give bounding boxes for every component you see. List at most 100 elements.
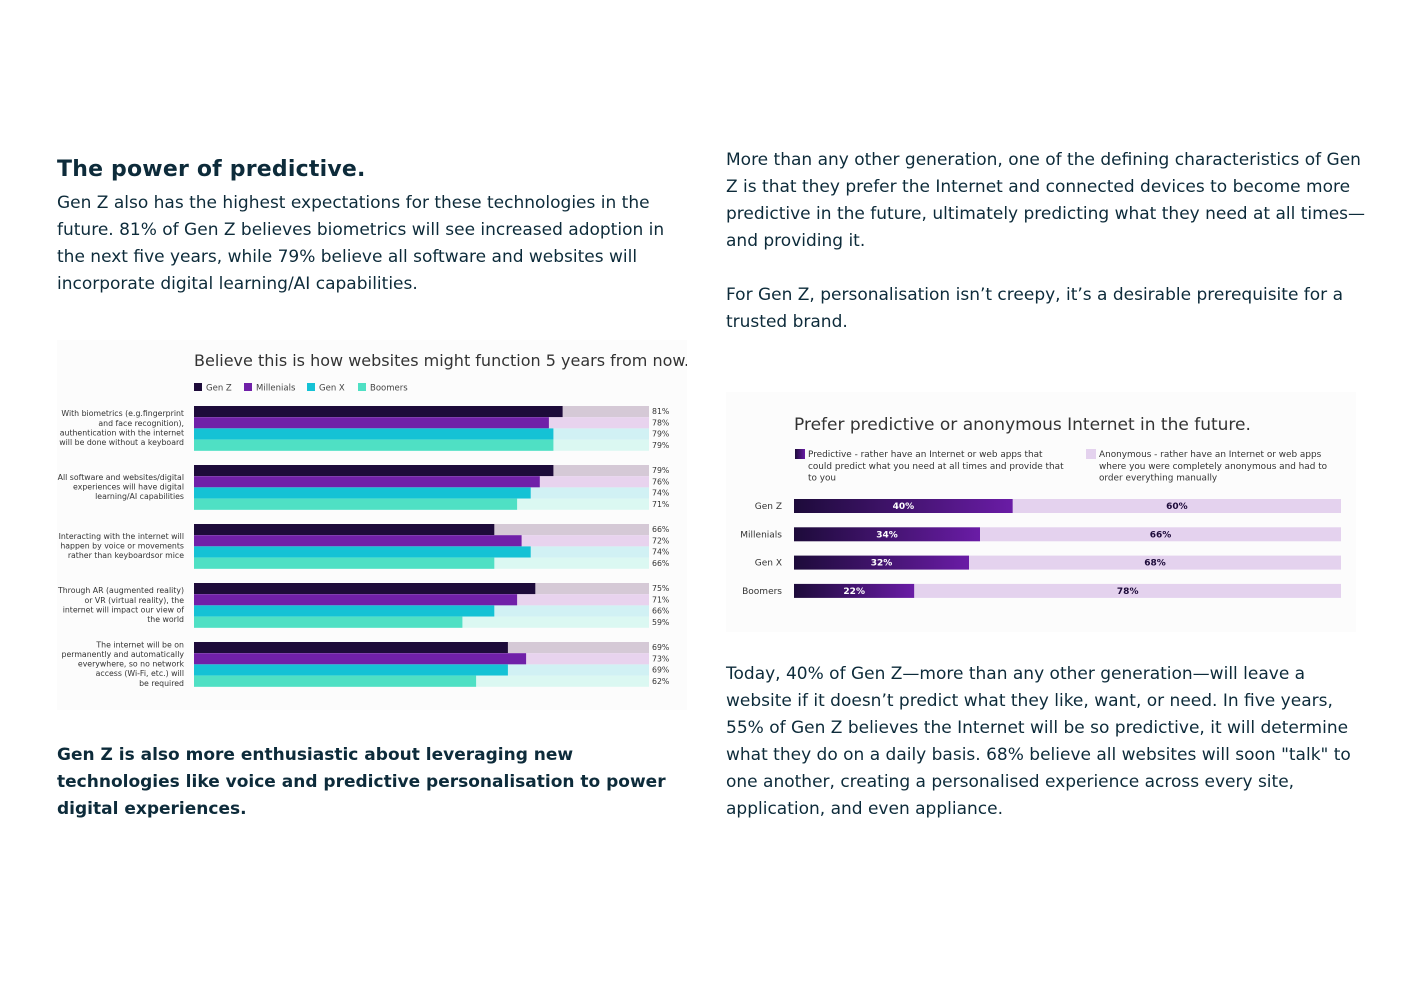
chart1-bar [194,653,527,665]
chart2-category-label: Gen X [755,559,782,569]
intro-paragraph: Gen Z also has the highest expectations … [57,193,665,294]
chart1-category-line: Through AR (augmented reality) [57,586,184,595]
chart1-category-line: authentication with the internet [60,428,184,437]
chart2-category-label: Millenials [740,530,782,540]
chart1-category-line: The internet will be on [95,640,184,649]
chart1-value-label: 71% [652,595,669,604]
chart1-category-line: happen by voice or movements [60,542,184,551]
chart1-legend-label: Gen Z [206,384,232,394]
chart1-bar [194,417,549,429]
chart1-bar [194,664,508,676]
chart2-category-label: Boomers [742,587,782,597]
chart2-legend-swatch [1086,449,1096,459]
chart1-bar [194,546,531,558]
chart1-value-label: 74% [652,548,669,557]
right-paragraph-3: Today, 40% of Gen Z—more than any other … [726,664,1351,819]
chart2-title: Prefer predictive or anonymous Internet … [794,415,1251,435]
chart2-value-label: 40% [893,502,915,512]
chart2-bar [914,583,1341,598]
chart2-value-label: 68% [1144,559,1166,569]
chart1-category-line: learning/AI capabilities [95,492,184,501]
chart1-value-label: 81% [652,407,669,416]
chart1-value-label: 66% [652,525,669,534]
chart1-category-line: the world [147,615,184,624]
chart1-legend-label: Millenials [256,384,296,394]
expectations-chart-svg: Believe this is how websites might funct… [57,351,687,688]
chart1-category-line: rather than keyboardsor mice [68,551,184,560]
chart2-bar [794,555,969,570]
chart1-bar [194,439,554,451]
chart1-category-label: Interacting with the internet will happen… [59,532,185,560]
chart1-value-label: 69% [652,643,669,652]
chart2-bar [794,583,915,598]
chart2-value-label: 60% [1166,502,1188,512]
chart2-value-label: 78% [1117,587,1139,597]
chart1-value-label: 59% [652,618,669,627]
chart1-category-line: access (Wi-Fi, etc.) will [96,669,184,678]
chart2-bar [1012,499,1341,513]
chart1-value-label: 75% [652,584,669,593]
chart1-bar [194,465,554,477]
chart2-value-label: 22% [843,587,865,597]
chart1-value-label: 78% [652,418,669,427]
chart1-legend-label: Gen X [319,384,345,394]
chart1-category-label: Through AR (augmented reality) or VR (vir… [57,586,184,624]
chart1-value-label: 74% [652,489,669,498]
right-column: More than any other generation, one of t… [726,147,1366,336]
chart1-category-line: permanently and automatically [62,650,185,659]
chart1-bar [194,535,522,547]
chart1-category-line: internet will impact our view of [63,605,185,614]
predictive-chart-svg: Prefer predictive or anonymous Internet … [740,415,1341,598]
chart1-bar [194,487,531,499]
chart1-value-label: 62% [652,677,669,686]
chart1-bar [194,476,540,488]
chart1-title: Believe this is how websites might funct… [194,351,687,370]
chart1-value-label: 66% [652,607,669,616]
chart1-category-label: The internet will be on permanently and a… [62,640,185,687]
chart1-legend-swatch [244,383,252,391]
chart1-bar [194,583,536,595]
chart2-bar [794,499,1013,513]
chart1-value-label: 73% [652,654,669,663]
chart1-value-label: 79% [652,441,669,450]
chart1-bar [194,524,495,536]
chart1-bar [194,498,518,510]
chart1-legend-swatch [358,383,366,391]
right-bottom-text: Today, 40% of Gen Z—more than any other … [726,661,1366,823]
chart1-category-line: With biometrics (e.g.fingerprint [61,409,184,418]
chart2-legend-line: could predict what you need at all times… [808,462,1064,472]
chart1-category-line: be required [139,679,184,688]
chart1-bar [194,406,563,418]
chart1-bar [194,675,477,687]
chart1-bar [194,594,518,606]
chart2-bar [794,527,980,542]
chart1-value-label: 79% [652,430,669,439]
chart2-legend-line: Anonymous - rather have an Internet or w… [1099,450,1322,460]
section-heading: The power of predictive. [57,157,366,182]
chart1-bar [194,616,463,628]
chart2-legend-line: order everything manually [1099,474,1217,484]
chart1-category-line: All software and websites/digital [58,473,184,482]
chart1-legend-label: Boomers [370,384,408,394]
chart2-bar [980,527,1341,542]
chart2-legend-line: where you were completely anonymous and … [1099,462,1327,472]
chart2-legend-label: Anonymous - rather have an Internet or w… [1099,450,1327,484]
chart2-value-label: 66% [1150,530,1172,540]
chart1-bar [194,605,495,617]
chart1-category-line: or VR (virtual reality), the [84,596,184,605]
right-paragraph-2: For Gen Z, personalisation isn’t creepy,… [726,285,1343,332]
chart1-category-label: All software and websites/digital experie… [58,473,184,501]
chart1-value-label: 69% [652,666,669,675]
chart2-value-label: 32% [871,559,893,569]
chart1-category-line: everywhere, so no network [78,660,185,669]
left-column: The power of predictive. Gen Z also has … [57,150,687,298]
chart1-bar [194,642,508,654]
chart2-legend-line: Predictive - rather have an Internet or … [808,450,1043,460]
chart1-value-label: 76% [652,477,669,486]
chart2-value-label: 34% [876,530,898,540]
chart1-category-line: experiences will have digital [73,483,184,492]
expectations-chart: Believe this is how websites might funct… [57,340,687,710]
chart1-value-label: 72% [652,536,669,545]
chart2-legend-label: Predictive - rather have an Internet or … [808,450,1064,484]
chart1-category-line: Interacting with the internet will [59,532,184,541]
